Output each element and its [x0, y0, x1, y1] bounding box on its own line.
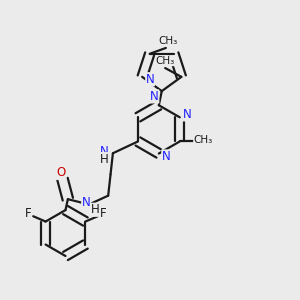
- Text: N: N: [162, 150, 171, 163]
- Text: CH₃: CH₃: [156, 56, 175, 66]
- Text: F: F: [100, 207, 106, 220]
- Text: H: H: [91, 203, 99, 216]
- Text: N: N: [183, 108, 191, 121]
- Text: N: N: [150, 90, 159, 103]
- Text: F: F: [25, 207, 31, 220]
- Text: N: N: [100, 145, 109, 158]
- Text: N: N: [82, 196, 91, 209]
- Text: CH₃: CH₃: [159, 36, 178, 46]
- Text: CH₃: CH₃: [194, 135, 213, 145]
- Text: H: H: [100, 153, 109, 166]
- Text: O: O: [56, 166, 66, 179]
- Text: N: N: [146, 73, 154, 86]
